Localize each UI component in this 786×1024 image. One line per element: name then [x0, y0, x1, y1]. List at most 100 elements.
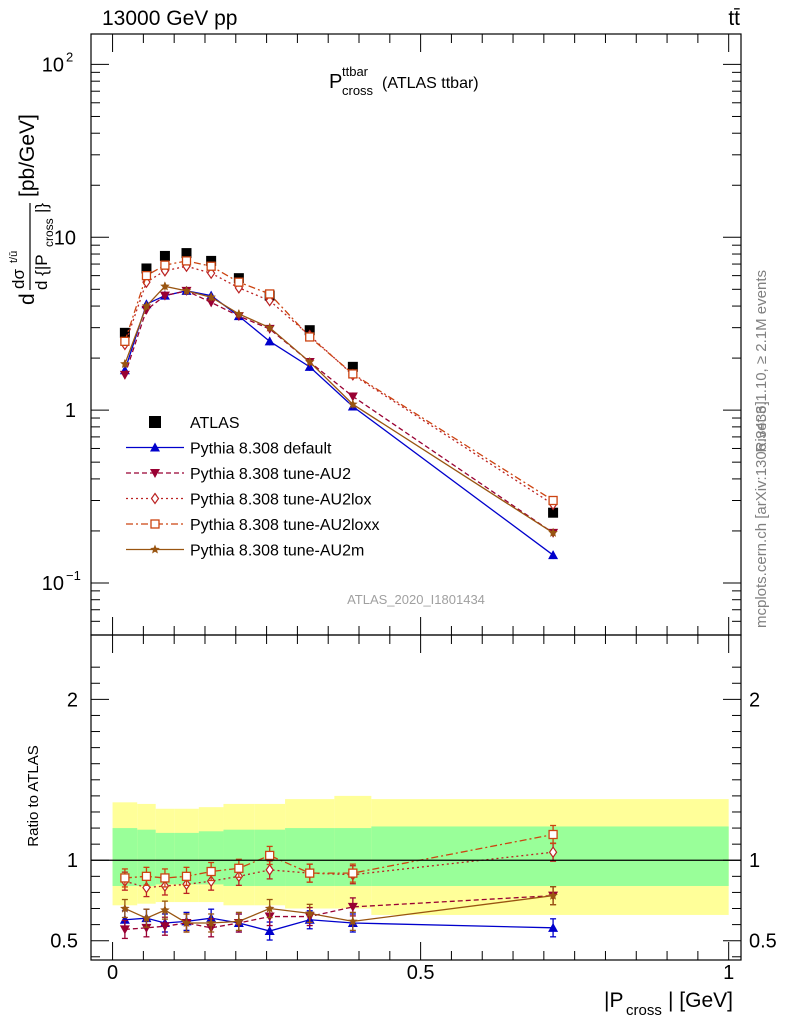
legend: ATLAS Pythia 8.308 default Pythia 8.308 tu… [126, 415, 379, 560]
series-4-point [305, 332, 315, 342]
x-axis-title: |P cross | [GeV] [604, 989, 733, 1019]
series-4-point [120, 336, 130, 346]
title-superscript: ttbar [342, 64, 369, 79]
y-title-d: d [16, 293, 39, 305]
series-5-ratio-point [264, 903, 275, 913]
series-5-ratio-point [160, 905, 170, 915]
series-0-point [141, 263, 152, 274]
series-4-point [181, 256, 192, 266]
ratio-y-tick-label: 1 [67, 850, 78, 872]
legend-entry-2-marker [150, 469, 160, 478]
series-4-ratio-point [348, 868, 358, 878]
series-4-ratio-point [265, 850, 275, 861]
series-3-ratio-point [265, 863, 274, 876]
series-4-point [234, 277, 244, 287]
series-4-point [548, 495, 558, 506]
main-frame [90, 33, 742, 636]
y-tick-label: 10 [42, 573, 64, 595]
series-0-point [181, 248, 192, 259]
series-5-ratio-line [124, 894, 554, 924]
y-axis-title: d dσ t/ū d {|P cross |} [pb/GeV] [8, 114, 56, 305]
series-5-point [141, 301, 152, 311]
main-series-layer [119, 248, 559, 560]
legend-entry-3-marker [150, 492, 160, 505]
series-5-ratio-point [548, 890, 558, 900]
ratio-frame [90, 634, 742, 961]
series-5-point [206, 292, 216, 302]
series-3-ratio-point [206, 875, 216, 888]
series-3-ratio-line [124, 851, 554, 889]
ratio-axis-title: Ratio to ATLAS [25, 745, 42, 846]
x-title-post: | [GeV] [668, 989, 733, 1012]
series-5-point [120, 358, 130, 368]
y-tick-label: 10 [54, 227, 76, 249]
series-5-ratio-point [181, 918, 192, 927]
series-5-point [234, 309, 244, 318]
series-5-point [348, 399, 358, 409]
series-1-ratio-line [124, 917, 554, 932]
series-2-ratio-point [347, 902, 358, 912]
series-4-ratio-point [160, 873, 170, 883]
series-3-line [124, 265, 554, 505]
mcplots-label: mcplots.cern.ch [arXiv:1306.3436] [753, 401, 770, 628]
y-tick-label-exponent: −1 [66, 568, 81, 583]
series-4-ratio-point [548, 829, 558, 840]
series-2-point [159, 291, 170, 301]
legend-entry-2-label: Pythia 8.308 tune-AU2 [190, 466, 351, 483]
legend-entry-1-marker [150, 442, 160, 452]
ratio-y-tick-label-right: 2 [749, 689, 760, 711]
series-4-line [124, 260, 554, 502]
series-4-ratio-point [305, 868, 315, 878]
y-title-denominator: d {|P [32, 254, 51, 290]
plot-title: P ttbar cross (ATLAS ttbar) [329, 64, 479, 98]
series-5-point [264, 322, 275, 332]
ratio-band-green [155, 832, 175, 885]
series-4-point [160, 260, 170, 270]
legend-entry-5-label: Pythia 8.308 tune-AU2m [190, 543, 364, 560]
legend-entry-5-marker [150, 544, 160, 554]
y-tick-label-exponent: 2 [66, 49, 73, 64]
series-0-point [206, 255, 217, 266]
series-5-line [124, 285, 554, 534]
series-0-point [119, 327, 130, 338]
series-5-point [160, 281, 170, 291]
legend-entry-0-marker [149, 416, 161, 428]
x-title-pre: |P [604, 989, 623, 1012]
process-label: tt̄ [728, 7, 740, 30]
y-title-unit: [pb/GeV] [16, 114, 39, 197]
series-2-ratio-point [141, 923, 152, 933]
series-5-ratio-point [348, 916, 358, 926]
x-tick-label: 0.5 [407, 962, 435, 984]
series-4-ratio-point [234, 863, 244, 873]
x-tick-label: 0 [107, 962, 118, 984]
series-1-ratio-point [548, 922, 559, 932]
series-4-point [206, 261, 216, 271]
series-2-point [119, 370, 130, 380]
series-0-point [347, 361, 358, 372]
legend-entry-1-label: Pythia 8.308 default [190, 441, 332, 458]
ratio-y-tick-label: 0.5 [50, 931, 78, 953]
legend-entry-0-label: ATLAS [190, 415, 240, 432]
series-2-ratio-line [124, 894, 554, 931]
series-5-ratio-point [234, 916, 244, 926]
series-2-point [347, 392, 358, 402]
annotation-layer: 13000 GeV pp tt̄ Rivet 3.1.10, ≥ 2.1M ev… [8, 7, 770, 1019]
series-5-point [548, 527, 558, 537]
y-tick-label: 1 [65, 400, 76, 422]
series-2-ratio-point [159, 922, 170, 932]
title-suffix: (ATLAS ttbar) [382, 75, 479, 92]
series-5-ratio-point [141, 913, 152, 923]
legend-entry-4-marker [150, 519, 160, 529]
energy-label: 13000 GeV pp [102, 7, 237, 30]
series-4-point [348, 369, 358, 379]
rivet-version-label: Rivet 3.1.10, ≥ 2.1M events [753, 270, 770, 453]
series-5-ratio-point [206, 918, 216, 927]
title-main: P [329, 71, 342, 93]
series-4-ratio-point [206, 866, 216, 877]
series-4-ratio-line [124, 833, 554, 879]
analysis-id-label: ATLAS_2020_I1801434 [347, 592, 485, 607]
ratio-y-tick-label-right: 0.5 [749, 931, 777, 953]
series-4-point [141, 270, 152, 281]
y-title-subscript: cross [42, 218, 56, 247]
